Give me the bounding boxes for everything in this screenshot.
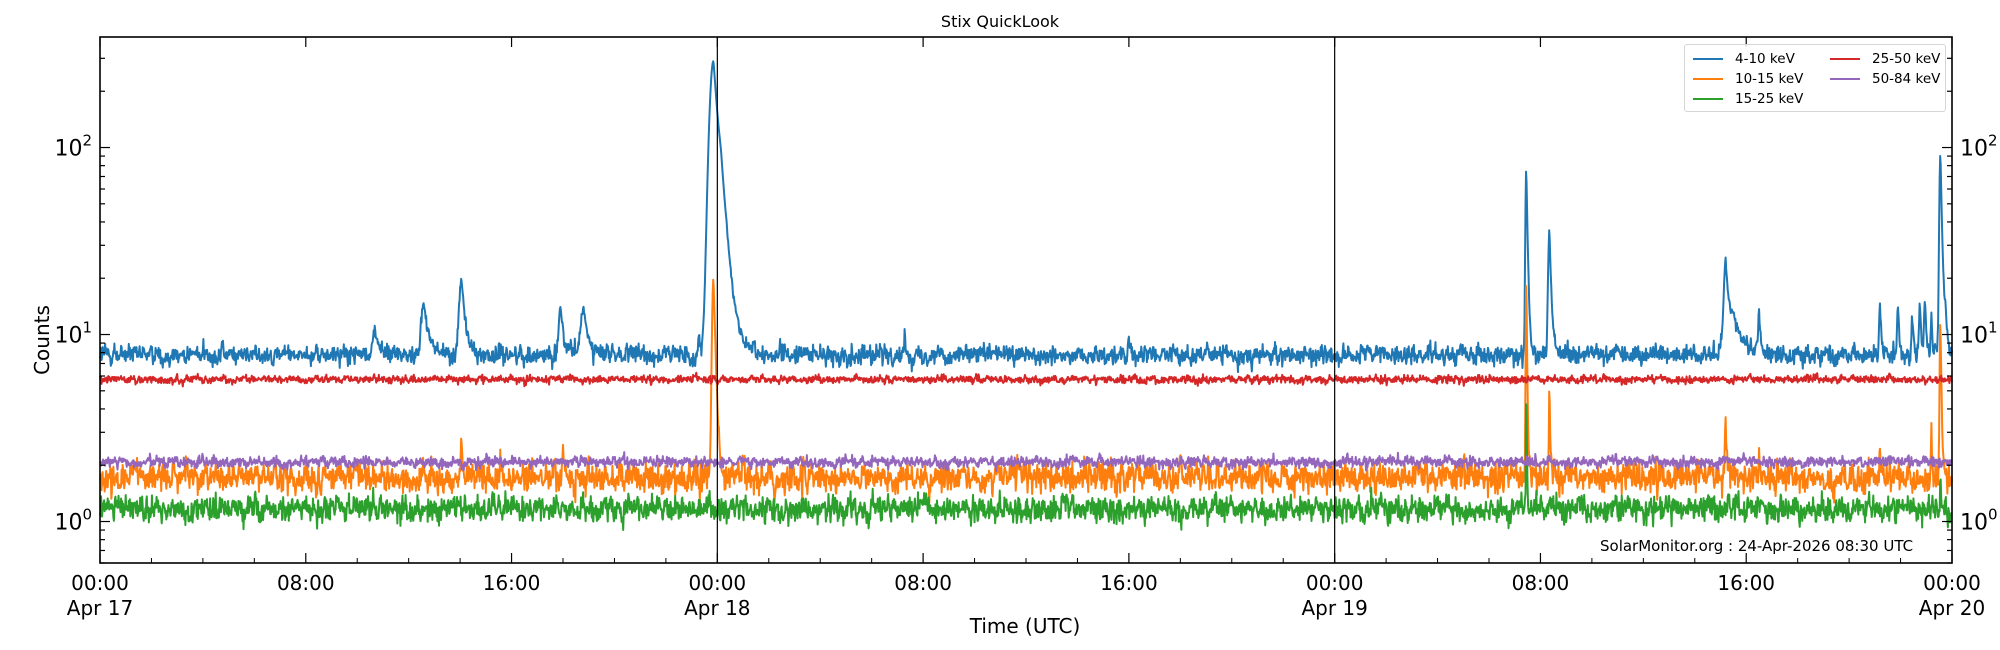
- y-tick-label-right: 101: [1960, 319, 1998, 349]
- series-line-50-84-keV: [99, 451, 1953, 473]
- x-tick-date-label: Apr 18: [684, 596, 750, 620]
- legend-item: 4-10 keV: [1693, 50, 1795, 68]
- y-tick-label-right: 100: [1960, 506, 1998, 536]
- x-axis-label: Time (UTC): [969, 614, 1081, 638]
- legend-label: 25-50 keV: [1872, 51, 1941, 67]
- x-tick-time-label: 16:00: [1717, 571, 1775, 595]
- legend-item: 25-50 keV: [1830, 50, 1940, 68]
- series-line-4-10-keV: [99, 60, 1953, 374]
- legend-line-icon: [1830, 58, 1860, 60]
- x-tick-time-label: 08:00: [1512, 571, 1570, 595]
- series-line-25-50-keV: [99, 371, 1953, 388]
- chart-title: Stix QuickLook: [940, 12, 1060, 31]
- legend-item: 15-25 keV: [1693, 90, 1803, 108]
- legend-line-icon: [1693, 58, 1723, 60]
- series-line-10-15-keV: [99, 278, 1953, 506]
- legend-line-icon: [1693, 78, 1723, 80]
- x-tick-time-label: 16:00: [483, 571, 541, 595]
- x-tick-time-label: 00:00: [71, 571, 129, 595]
- legend-line-icon: [1830, 78, 1860, 80]
- x-tick-time-label: 16:00: [1100, 571, 1158, 595]
- series-layer: [99, 60, 1953, 531]
- legend: 4-10 keV 10-15 keV 15-25 keV 25-50 keV 5…: [1684, 44, 1946, 112]
- x-tick-date-label: Apr 20: [1919, 596, 1985, 620]
- legend-item: 50-84 keV: [1830, 70, 1940, 88]
- source-annotation: SolarMonitor.org : 24-Apr-2026 08:30 UTC: [1600, 537, 1914, 555]
- legend-label: 50-84 keV: [1872, 71, 1941, 87]
- y-tick-label-left: 101: [54, 319, 92, 349]
- x-tick-time-label: 08:00: [894, 571, 952, 595]
- x-tick-date-label: Apr 19: [1301, 596, 1367, 620]
- y-axis-label: Counts: [30, 305, 54, 375]
- y-tick-label-left: 102: [54, 132, 92, 162]
- y-tick-label-left: 100: [54, 506, 92, 536]
- series-line-15-25-keV: [99, 403, 1953, 531]
- legend-label: 15-25 keV: [1735, 91, 1804, 107]
- legend-item: 10-15 keV: [1693, 70, 1803, 88]
- legend-line-icon: [1693, 98, 1723, 100]
- legend-label: 10-15 keV: [1735, 71, 1804, 87]
- legend-label: 4-10 keV: [1735, 51, 1795, 67]
- x-tick-time-label: 00:00: [1306, 571, 1364, 595]
- x-tick-time-label: 00:00: [689, 571, 747, 595]
- x-tick-time-label: 08:00: [277, 571, 335, 595]
- y-tick-label-right: 102: [1960, 132, 1998, 162]
- x-tick-date-label: Apr 17: [67, 596, 133, 620]
- x-tick-time-label: 00:00: [1923, 571, 1981, 595]
